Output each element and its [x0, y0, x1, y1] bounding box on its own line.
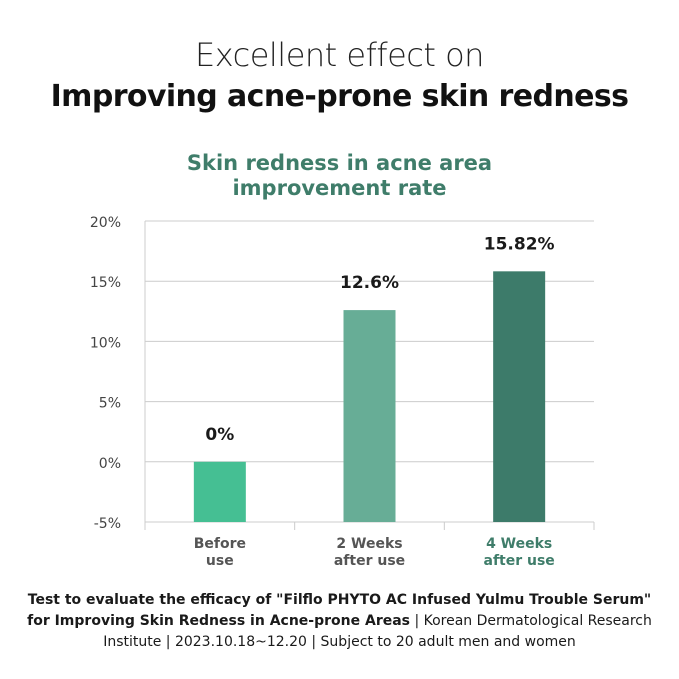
category-label: 4 Weeks — [486, 536, 552, 552]
category-label: Before — [194, 536, 246, 552]
headline-line-1: Excellent effect on — [195, 36, 484, 74]
data-label: 15.82% — [484, 234, 555, 254]
footnote: Test to evaluate the efficacy of "Filflo… — [20, 590, 659, 653]
category-label: 2 Weeks — [336, 536, 402, 552]
y-tick-label: 20% — [90, 215, 121, 231]
bar — [193, 461, 246, 522]
y-tick-label: 0% — [99, 456, 121, 472]
category-label: after use — [484, 553, 555, 569]
y-tick-label: -5% — [94, 516, 121, 532]
data-label: 0% — [205, 425, 234, 445]
bar — [343, 310, 396, 522]
footnote-study-title: Test to evaluate the efficacy of "Filflo… — [27, 592, 652, 629]
chart-title-line-1: Skin redness in acne area — [186, 151, 493, 175]
chart-title-line-2: improvement rate — [232, 176, 447, 200]
data-label: 12.6% — [340, 273, 399, 293]
category-label: use — [206, 553, 234, 569]
category-label: after use — [334, 553, 405, 569]
headline-line-2: Improving acne-prone skin redness — [50, 79, 629, 114]
y-tick-label: 5% — [99, 396, 121, 412]
bar — [493, 271, 546, 522]
footnote-details: | Korean Dermatological Research Institu… — [103, 613, 652, 650]
y-tick-label: 15% — [90, 275, 121, 291]
y-tick-label: 10% — [90, 335, 121, 351]
